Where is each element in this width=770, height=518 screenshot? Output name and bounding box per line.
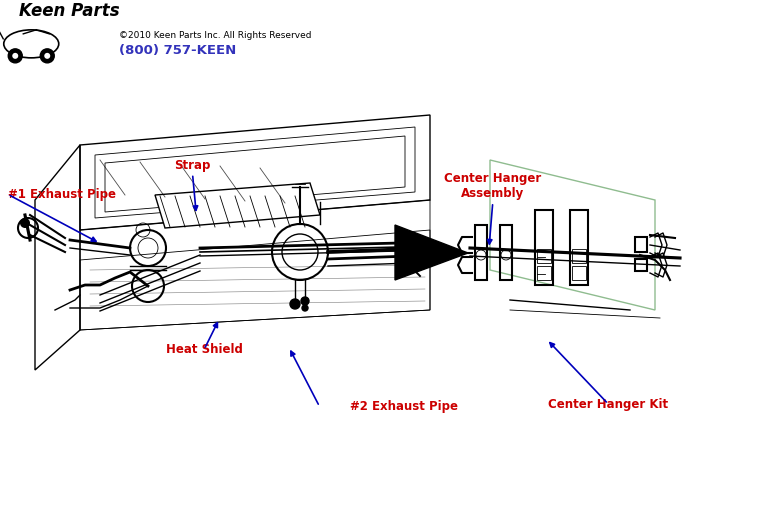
Circle shape (12, 53, 18, 59)
Bar (475, 225, 487, 280)
Bar (537, 249, 551, 263)
Text: Center Hanger Kit: Center Hanger Kit (548, 397, 668, 411)
Bar (535, 210, 553, 285)
Bar (500, 225, 512, 280)
Bar (572, 249, 586, 263)
Circle shape (301, 297, 309, 305)
Circle shape (44, 53, 50, 59)
Text: #1 Exhaust Pipe: #1 Exhaust Pipe (8, 188, 115, 201)
Polygon shape (155, 183, 320, 228)
Bar (537, 266, 551, 280)
Bar (572, 266, 586, 280)
Text: Keen Parts: Keen Parts (19, 2, 120, 20)
Text: (800) 757-KEEN: (800) 757-KEEN (119, 44, 236, 57)
Bar (570, 210, 588, 285)
Text: Heat Shield: Heat Shield (166, 343, 243, 356)
Circle shape (302, 305, 308, 311)
Text: ©2010 Keen Parts Inc. All Rights Reserved: ©2010 Keen Parts Inc. All Rights Reserve… (119, 31, 312, 40)
Text: Strap: Strap (174, 159, 211, 172)
Circle shape (40, 49, 54, 63)
Bar (635, 237, 647, 252)
Circle shape (8, 49, 22, 63)
Ellipse shape (4, 30, 59, 58)
Bar (635, 259, 647, 271)
Text: Center Hanger
Assembly: Center Hanger Assembly (444, 172, 541, 200)
Text: #2 Exhaust Pipe: #2 Exhaust Pipe (350, 400, 458, 413)
Circle shape (20, 218, 30, 228)
Polygon shape (395, 225, 468, 280)
Circle shape (290, 299, 300, 309)
